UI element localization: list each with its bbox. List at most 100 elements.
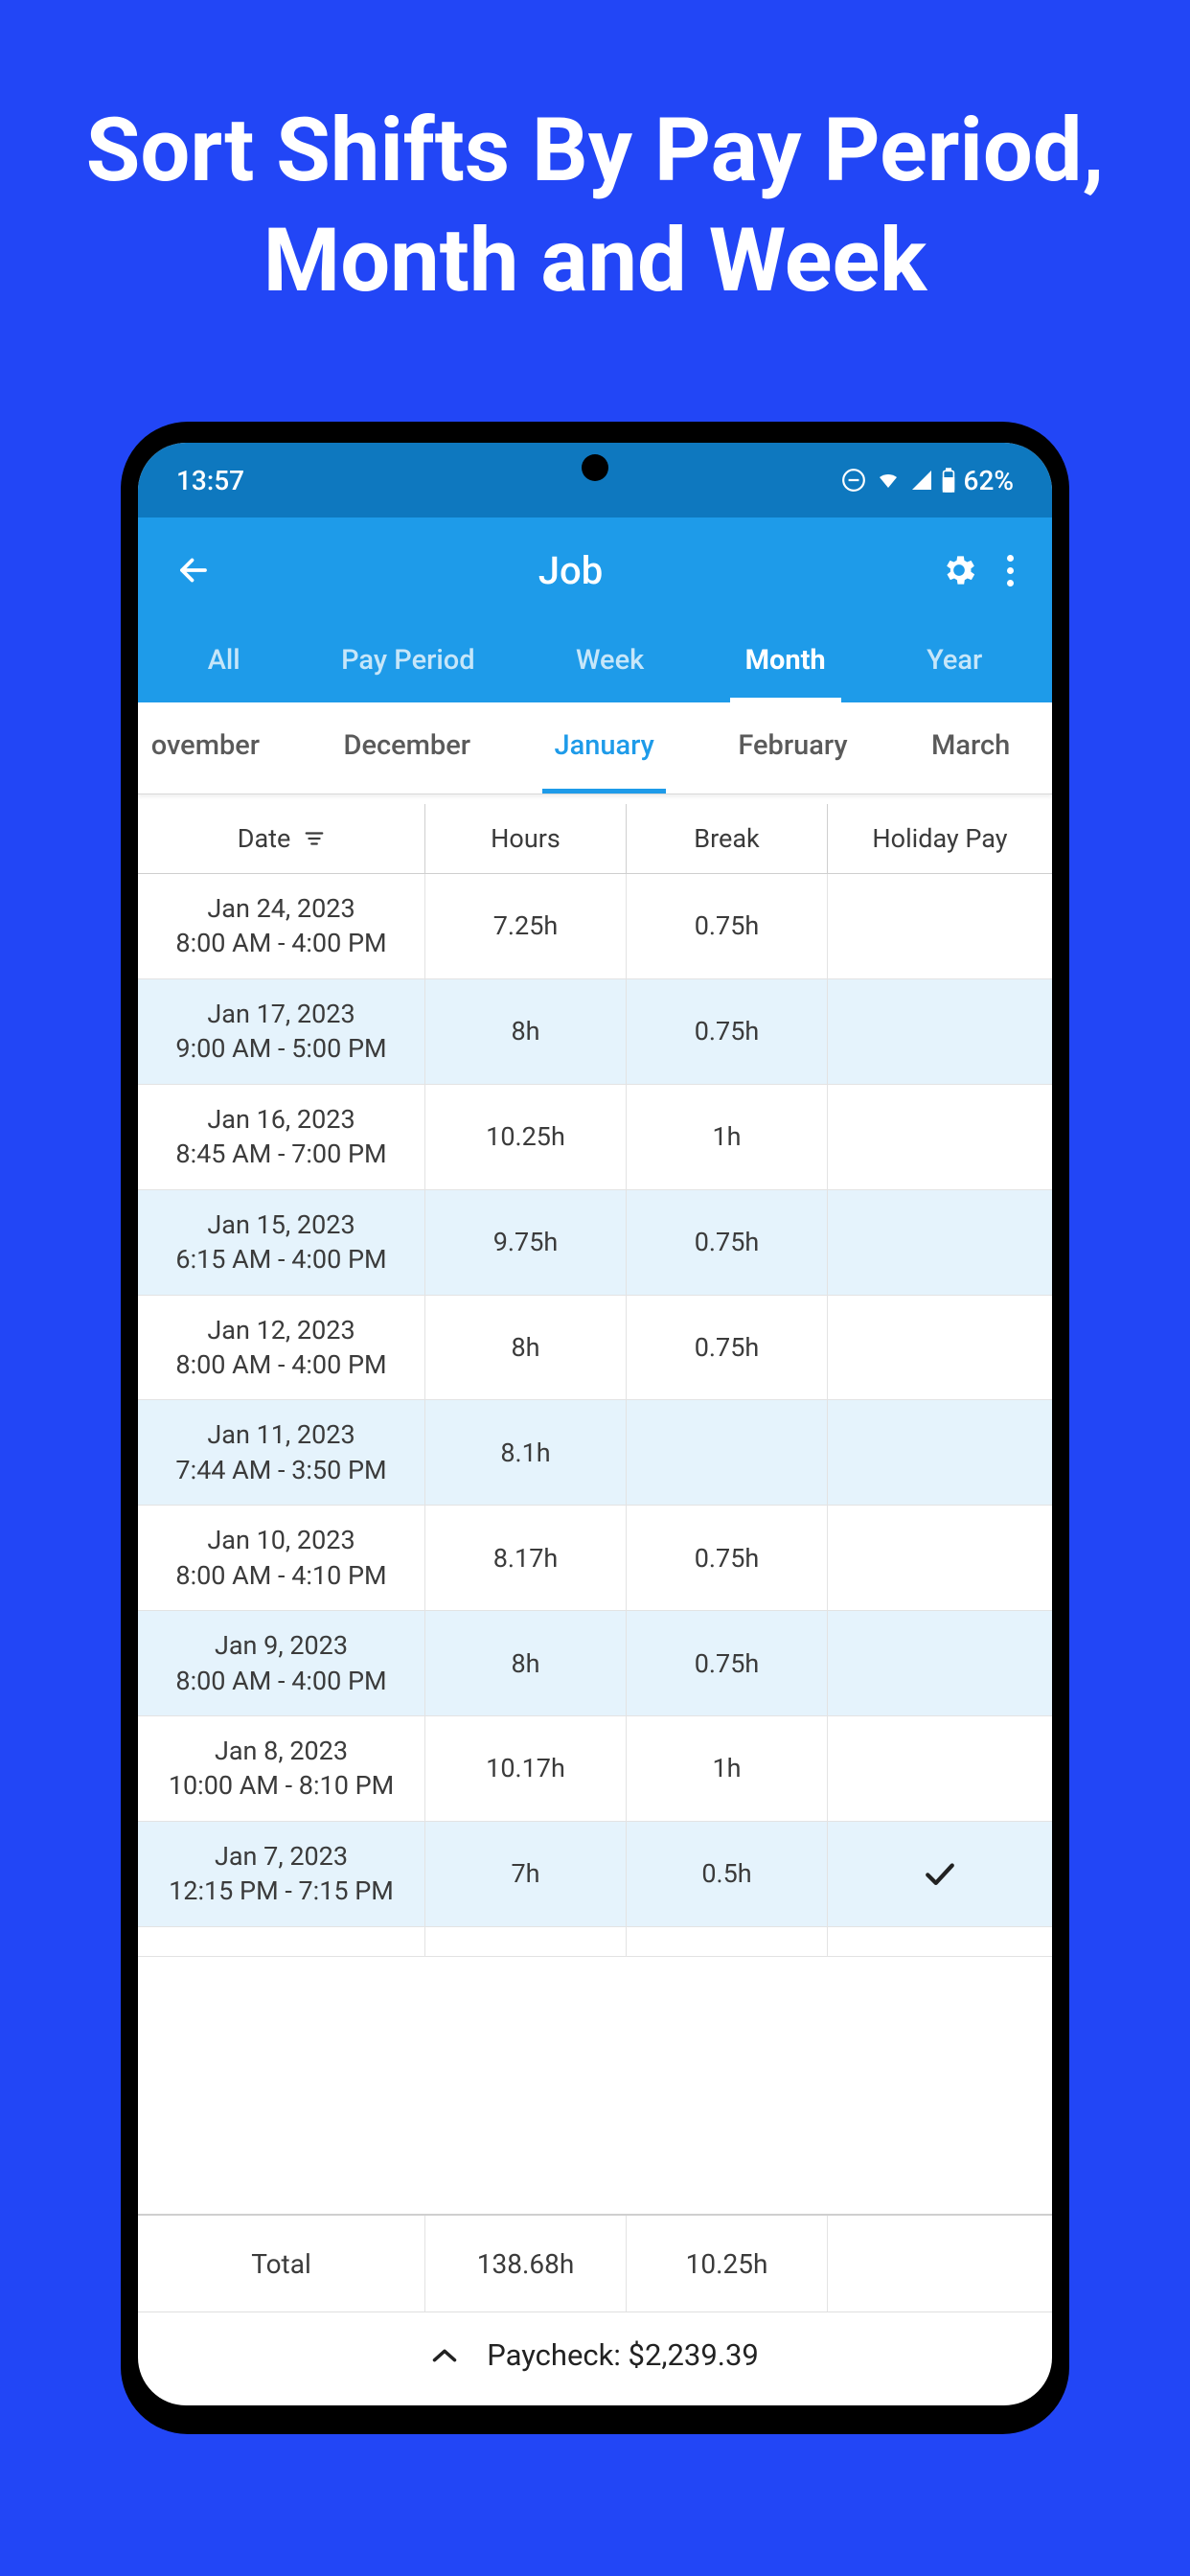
nav-indicator (480, 2392, 710, 2398)
table-row[interactable]: Jan 17, 20239:00 AM - 5:00 PM8h0.75h (138, 979, 1052, 1085)
total-hours: 138.68h (425, 2216, 627, 2312)
month-tab-february[interactable]: February (726, 702, 858, 794)
cell-date: Jan 24, 20238:00 AM - 4:00 PM (138, 874, 425, 978)
cell-date (138, 1927, 425, 1956)
table-row[interactable]: Jan 7, 202312:15 PM - 7:15 PM7h0.5h (138, 1822, 1052, 1927)
view-tab-week[interactable]: Week (561, 623, 659, 702)
status-icons: 62% (841, 465, 1014, 496)
table-row[interactable]: Jan 10, 20238:00 AM - 4:10 PM8.17h0.75h (138, 1506, 1052, 1611)
table-row[interactable]: Jan 15, 20236:15 AM - 4:00 PM9.75h0.75h (138, 1190, 1052, 1296)
cell-break: 1h (627, 1085, 828, 1189)
cell-break: 0.75h (627, 1611, 828, 1715)
view-tabs: All Pay Period Week Month Year (138, 623, 1052, 702)
cell-holiday (828, 1822, 1052, 1926)
table-row[interactable]: Jan 11, 20237:44 AM - 3:50 PM8.1h (138, 1400, 1052, 1506)
col-hours[interactable]: Hours (425, 804, 627, 873)
cell-hours: 7.25h (425, 874, 627, 978)
month-tab-december[interactable]: December (332, 702, 482, 794)
cell-break: 0.5h (627, 1822, 828, 1926)
gear-icon (940, 551, 978, 589)
phone-frame: 13:57 62% Job All Pay Period Week Month Year… (121, 422, 1069, 2434)
col-hours-label: Hours (491, 823, 561, 854)
cell-hours: 8.1h (425, 1400, 627, 1505)
col-holiday-label: Holiday Pay (872, 823, 1007, 854)
total-label: Total (138, 2216, 425, 2312)
col-date-label: Date (238, 823, 291, 854)
cell-date: Jan 17, 20239:00 AM - 5:00 PM (138, 979, 425, 1084)
month-tabs: ovember December January February March (138, 702, 1052, 794)
cell-holiday (828, 1296, 1052, 1400)
cell-date: Jan 15, 20236:15 AM - 4:00 PM (138, 1190, 425, 1295)
cell-break (627, 1400, 828, 1505)
dnd-icon (841, 468, 866, 493)
cell-hours: 8.17h (425, 1506, 627, 1610)
signal-icon (910, 469, 933, 492)
col-date[interactable]: Date (138, 804, 425, 873)
cell-hours: 10.25h (425, 1085, 627, 1189)
cell-date: Jan 8, 202310:00 AM - 8:10 PM (138, 1716, 425, 1821)
table-row[interactable]: Jan 12, 20238:00 AM - 4:00 PM8h0.75h (138, 1296, 1052, 1401)
view-tab-pay-period[interactable]: Pay Period (326, 623, 490, 702)
camera-notch (582, 454, 608, 481)
phone-screen: 13:57 62% Job All Pay Period Week Month Year… (138, 443, 1052, 2405)
page-title: Job (220, 548, 921, 593)
chevron-up-icon (431, 2347, 458, 2364)
total-holiday (828, 2216, 1052, 2312)
cell-hours: 8h (425, 1611, 627, 1715)
cell-holiday (828, 1927, 1052, 1956)
table-row[interactable] (138, 1927, 1052, 1957)
col-break[interactable]: Break (627, 804, 828, 873)
month-tab-ovember[interactable]: ovember (140, 702, 271, 794)
status-time: 13:57 (176, 465, 244, 496)
paycheck-label: Paycheck: $2,239.39 (487, 2337, 759, 2373)
table-body[interactable]: Jan 24, 20238:00 AM - 4:00 PM7.25h0.75hJ… (138, 874, 1052, 2214)
total-break: 10.25h (627, 2216, 828, 2312)
cell-holiday (828, 1190, 1052, 1295)
cell-break: 1h (627, 1716, 828, 1821)
month-tab-march[interactable]: March (920, 702, 1021, 794)
cell-hours (425, 1927, 627, 1956)
month-tab-january[interactable]: January (542, 702, 665, 794)
cell-holiday (828, 1506, 1052, 1610)
back-button[interactable] (167, 543, 220, 597)
cell-hours: 8h (425, 1296, 627, 1400)
table-row[interactable]: Jan 8, 202310:00 AM - 8:10 PM10.17h1h (138, 1716, 1052, 1822)
cell-break: 0.75h (627, 979, 828, 1084)
total-row: Total 138.68h 10.25h (138, 2214, 1052, 2312)
promo-title-line1: Sort Shifts By Pay Period, (86, 96, 1104, 206)
settings-button[interactable] (921, 551, 997, 589)
sort-icon (304, 830, 325, 847)
cell-holiday (828, 1611, 1052, 1715)
app-bar: Job (138, 518, 1052, 623)
view-tab-all[interactable]: All (193, 623, 256, 702)
cell-break: 0.75h (627, 1296, 828, 1400)
cell-hours: 8h (425, 979, 627, 1084)
cell-hours: 9.75h (425, 1190, 627, 1295)
table-row[interactable]: Jan 9, 20238:00 AM - 4:00 PM8h0.75h (138, 1611, 1052, 1716)
battery-icon (941, 468, 956, 493)
table-header: Date Hours Break Holiday Pay (138, 804, 1052, 874)
cell-holiday (828, 979, 1052, 1084)
cell-date: Jan 10, 20238:00 AM - 4:10 PM (138, 1506, 425, 1610)
cell-date: Jan 11, 20237:44 AM - 3:50 PM (138, 1400, 425, 1505)
table-row[interactable]: Jan 24, 20238:00 AM - 4:00 PM7.25h0.75h (138, 874, 1052, 979)
cell-date: Jan 9, 20238:00 AM - 4:00 PM (138, 1611, 425, 1715)
cell-break: 0.75h (627, 1190, 828, 1295)
cell-date: Jan 16, 20238:45 AM - 7:00 PM (138, 1085, 425, 1189)
view-tab-year[interactable]: Year (911, 623, 997, 702)
cell-hours: 7h (425, 1822, 627, 1926)
overflow-menu-button[interactable] (997, 555, 1023, 586)
cell-break: 0.75h (627, 1506, 828, 1610)
cell-holiday (828, 1716, 1052, 1821)
col-holiday[interactable]: Holiday Pay (828, 804, 1052, 873)
table-row[interactable]: Jan 16, 20238:45 AM - 7:00 PM10.25h1h (138, 1085, 1052, 1190)
col-break-label: Break (694, 823, 759, 854)
cell-holiday (828, 874, 1052, 978)
cell-hours: 10.17h (425, 1716, 627, 1821)
cell-date: Jan 12, 20238:00 AM - 4:00 PM (138, 1296, 425, 1400)
view-tab-month[interactable]: Month (730, 623, 841, 702)
cell-holiday (828, 1400, 1052, 1505)
cell-break (627, 1927, 828, 1956)
wifi-icon (874, 469, 903, 492)
cell-break: 0.75h (627, 874, 828, 978)
